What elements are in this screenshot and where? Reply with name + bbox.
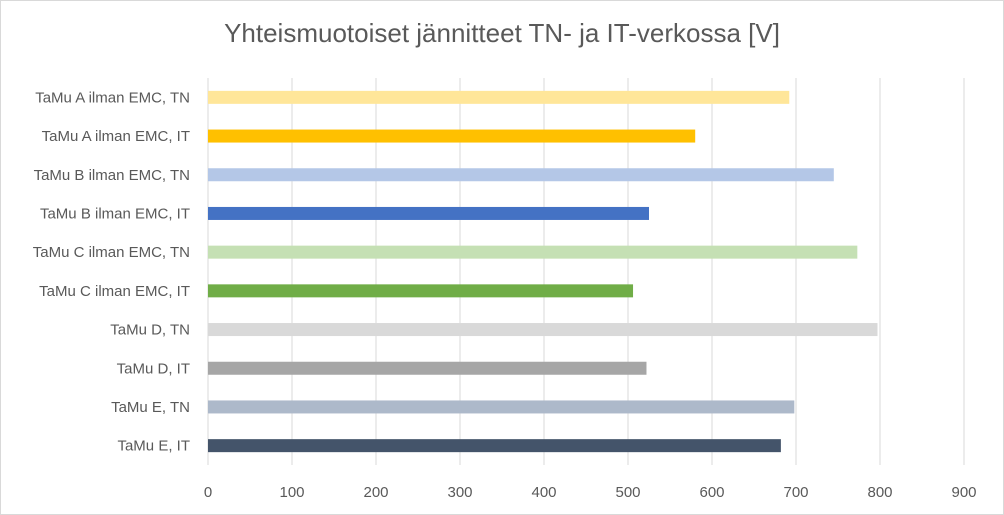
bar xyxy=(208,168,834,182)
category-label: TaMu B ilman EMC, IT xyxy=(40,205,190,222)
x-tick-label: 800 xyxy=(867,484,892,501)
category-label: TaMu A ilman EMC, IT xyxy=(42,128,190,145)
category-label: TaMu D, IT xyxy=(117,360,190,377)
category-label: TaMu C ilman EMC, IT xyxy=(39,283,190,300)
x-tick-label: 500 xyxy=(615,484,640,501)
x-tick-label: 400 xyxy=(531,484,556,501)
x-tick-labels: 0 100 200 300 400 500 600 700 800 900 xyxy=(204,484,977,501)
category-label: TaMu D, TN xyxy=(110,322,190,339)
category-label: TaMu E, IT xyxy=(117,438,190,455)
bar xyxy=(208,206,649,220)
bar xyxy=(208,90,790,104)
bar xyxy=(208,284,634,298)
category-label: TaMu A ilman EMC, TN xyxy=(35,89,190,106)
x-tick-label: 0 xyxy=(204,484,212,501)
bars xyxy=(208,90,878,453)
bar xyxy=(208,400,795,414)
x-tick-label: 200 xyxy=(363,484,388,501)
x-tick-label: 100 xyxy=(279,484,304,501)
bar xyxy=(208,245,858,259)
category-label: TaMu C ilman EMC, TN xyxy=(33,244,190,261)
chart-title: Yhteismuotoiset jännitteet TN- ja IT-ver… xyxy=(224,18,780,48)
x-tick-label: 300 xyxy=(447,484,472,501)
x-tick-label: 900 xyxy=(951,484,976,501)
category-label: TaMu E, TN xyxy=(111,399,190,416)
category-label: TaMu B ilman EMC, TN xyxy=(34,167,190,184)
category-labels: TaMu A ilman EMC, TN TaMu A ilman EMC, IT… xyxy=(33,89,190,454)
x-tick-label: 700 xyxy=(783,484,808,501)
bar xyxy=(208,439,781,453)
x-tick-label: 600 xyxy=(699,484,724,501)
bar xyxy=(208,129,696,143)
bar xyxy=(208,361,647,375)
bar xyxy=(208,323,878,337)
